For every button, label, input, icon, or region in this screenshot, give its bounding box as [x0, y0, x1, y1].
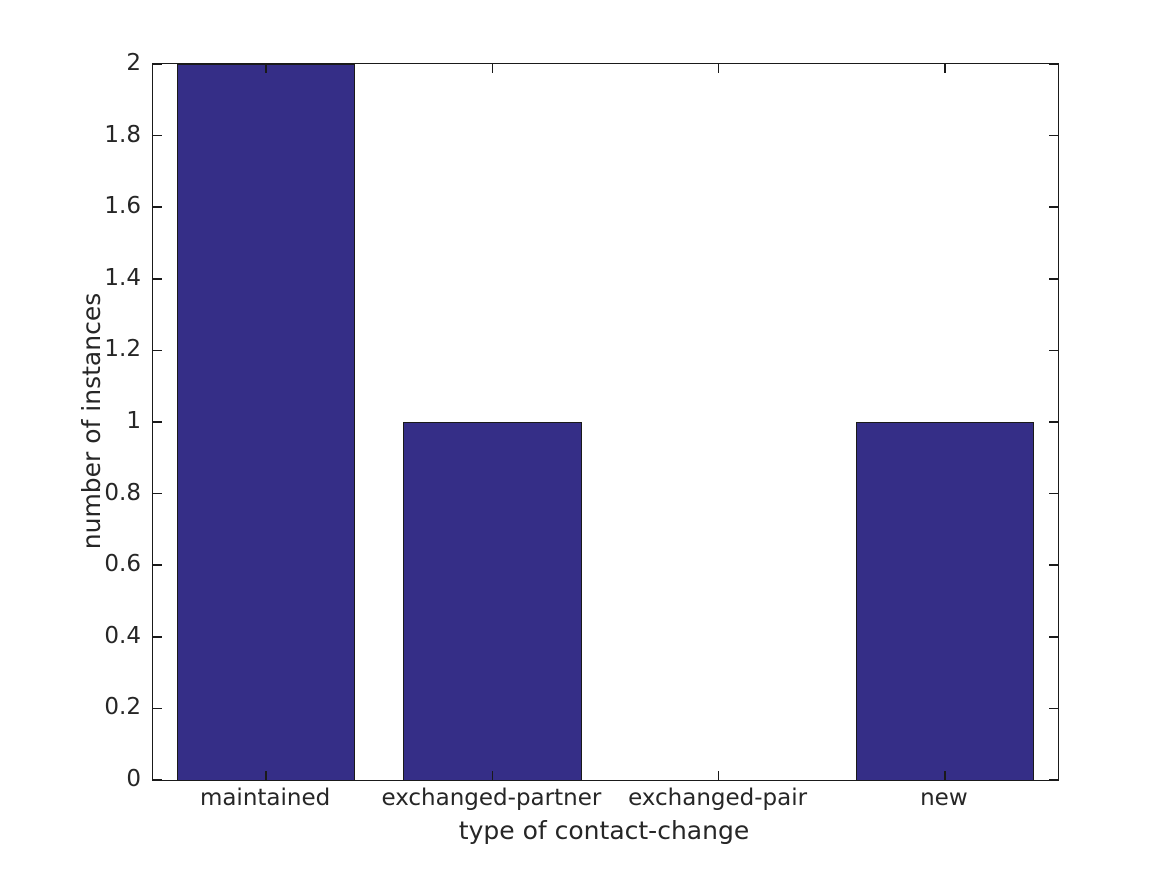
y-axis-tick-left: [153, 278, 162, 280]
x-axis-tick-bottom: [717, 771, 720, 780]
x-axis-tick-top: [491, 64, 494, 73]
bar-exchanged-partner: [403, 422, 582, 780]
y-axis-tick-left: [153, 421, 162, 423]
axis-ticks-layer: [153, 63, 1058, 781]
y-tick-label: 0.2: [104, 694, 141, 721]
bar-maintained: [176, 64, 356, 780]
y-axis-tick-right: [1049, 636, 1058, 638]
y-axis-tick-right: [1049, 564, 1058, 566]
y-axis-tick-left: [153, 564, 162, 566]
y-tick-label: 0.8: [104, 479, 141, 506]
bars-layer: [153, 64, 1058, 780]
y-axis-tick-right: [1049, 206, 1058, 208]
y-axis-tick-left: [153, 492, 162, 495]
x-axis-tick-bottom: [265, 771, 267, 780]
y-axis-tick-right: [1049, 492, 1058, 495]
y-tick-label: 0.4: [104, 622, 141, 649]
y-axis-tick-right: [1049, 707, 1058, 710]
y-axis-tick-right: [1049, 779, 1058, 781]
y-axis-tick-left: [153, 206, 162, 208]
x-tick-label: maintained: [199, 785, 331, 811]
y-tick-label: 0: [126, 766, 141, 792]
y-axis-tick-right: [1049, 278, 1058, 280]
y-tick-label: 1.4: [104, 264, 141, 291]
y-axis-tick-right: [1049, 349, 1058, 352]
x-tick-label: new: [920, 785, 968, 811]
y-axis-tick-left: [153, 779, 162, 781]
x-tick-label: exchanged-partner: [381, 785, 602, 811]
bar-new: [855, 422, 1035, 780]
x-axis-tick-top: [717, 64, 720, 73]
y-tick-label: 2: [126, 50, 141, 76]
y-axis-label: number of instances: [77, 292, 106, 550]
y-axis-tick-left: [153, 707, 162, 710]
plot-area: [152, 63, 1059, 781]
y-axis-tick-left: [153, 349, 162, 352]
y-axis-tick-left: [153, 134, 162, 137]
y-axis-tick-right: [1049, 134, 1058, 137]
y-axis-tick-left: [153, 63, 162, 65]
y-tick-label: 1.6: [104, 193, 141, 220]
x-axis-tick-bottom: [491, 771, 494, 780]
y-axis-tick-right: [1049, 421, 1058, 423]
x-tick-label: exchanged-pair: [628, 785, 808, 811]
y-tick-label: 1.2: [104, 336, 141, 363]
y-axis-tick-left: [153, 636, 162, 638]
x-axis-tick-top: [944, 64, 946, 73]
x-axis-label: type of contact-change: [458, 816, 750, 845]
x-axis-tick-top: [265, 64, 267, 73]
y-axis-tick-right: [1049, 63, 1058, 65]
y-tick-label: 1: [126, 408, 141, 434]
y-tick-label: 1.8: [104, 121, 141, 148]
x-axis-tick-bottom: [944, 771, 946, 780]
y-tick-label: 0.6: [104, 551, 141, 578]
